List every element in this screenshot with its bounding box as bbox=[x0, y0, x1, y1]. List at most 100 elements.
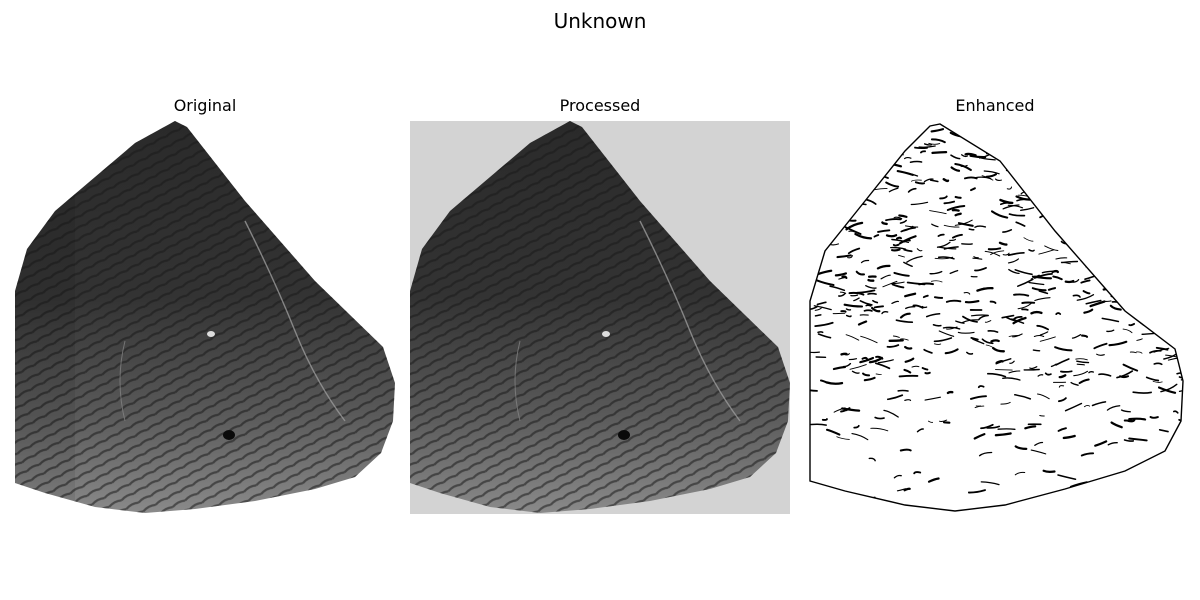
edge-stroke bbox=[930, 138, 946, 144]
edge-stroke bbox=[1122, 328, 1133, 334]
edge-stroke bbox=[1038, 249, 1055, 255]
edge-stroke bbox=[1030, 449, 1047, 455]
edge-stroke bbox=[874, 416, 885, 420]
edge-stroke bbox=[810, 351, 820, 354]
edge-stroke bbox=[966, 351, 974, 355]
edge-stroke bbox=[891, 300, 900, 305]
edge-stroke bbox=[998, 241, 1008, 246]
edge-stroke bbox=[1110, 421, 1123, 429]
edge-stroke bbox=[814, 307, 822, 311]
edge-stroke bbox=[868, 457, 876, 462]
edge-stroke bbox=[863, 376, 876, 382]
edge-stroke bbox=[930, 128, 945, 133]
edge-stroke bbox=[978, 153, 991, 159]
edge-stroke bbox=[1058, 374, 1067, 379]
edge-stroke bbox=[898, 374, 919, 378]
edge-stroke bbox=[859, 300, 873, 306]
edge-stroke bbox=[1072, 294, 1081, 298]
edge-stroke bbox=[923, 348, 933, 354]
edge-stroke bbox=[974, 225, 987, 228]
edge-stroke bbox=[994, 432, 1012, 437]
edge-stroke bbox=[860, 259, 870, 264]
edge-stroke bbox=[1044, 372, 1052, 376]
edge-stroke bbox=[972, 338, 985, 345]
edge-stroke bbox=[1014, 394, 1032, 400]
edge-stroke bbox=[873, 234, 880, 238]
edge-stroke bbox=[1014, 471, 1026, 476]
edge-stroke bbox=[942, 326, 961, 330]
edge-stroke bbox=[870, 427, 889, 432]
edge-stroke bbox=[891, 248, 901, 252]
edge-stroke bbox=[834, 272, 848, 277]
edge-stroke bbox=[1038, 290, 1049, 295]
edge-stroke bbox=[1028, 281, 1045, 286]
edge-stroke bbox=[980, 481, 1000, 486]
edge-stroke bbox=[990, 250, 1005, 256]
edge-stroke bbox=[950, 154, 961, 160]
edge-stroke bbox=[1145, 376, 1160, 382]
edge-stroke bbox=[1178, 388, 1183, 393]
edge-stroke bbox=[1098, 373, 1112, 377]
edge-stroke bbox=[873, 187, 888, 191]
edge-stroke bbox=[969, 395, 987, 400]
edge-stroke bbox=[850, 294, 859, 297]
edge-stroke bbox=[860, 335, 878, 344]
edge-stroke bbox=[903, 368, 912, 374]
edge-stroke bbox=[1076, 363, 1085, 366]
edge-stroke bbox=[1176, 372, 1183, 375]
edge-stroke bbox=[904, 345, 913, 350]
edge-stroke bbox=[1013, 293, 1030, 297]
edge-stroke bbox=[1034, 441, 1044, 446]
edge-stroke bbox=[1007, 251, 1025, 257]
edge-stroke bbox=[810, 305, 819, 311]
edge-stroke bbox=[1158, 428, 1169, 433]
edge-stroke bbox=[816, 301, 827, 306]
surface-shape bbox=[15, 121, 395, 513]
panel-title-original: Original bbox=[173, 96, 237, 115]
edge-stroke bbox=[877, 229, 891, 233]
edge-stroke bbox=[876, 264, 891, 270]
edge-stroke bbox=[961, 319, 980, 324]
edge-stroke bbox=[937, 256, 955, 260]
edge-stroke bbox=[1106, 329, 1115, 333]
edge-stroke bbox=[1052, 275, 1063, 281]
edge-stroke bbox=[1017, 303, 1032, 310]
edge-stroke bbox=[1078, 378, 1090, 385]
edge-stroke bbox=[924, 396, 941, 401]
edge-stroke bbox=[1128, 322, 1136, 327]
edge-stroke bbox=[863, 309, 873, 312]
edge-stroke bbox=[1033, 335, 1045, 337]
edge-stroke bbox=[1009, 360, 1015, 364]
edge-stroke bbox=[946, 205, 966, 211]
edge-stroke bbox=[985, 344, 996, 350]
edge-stroke bbox=[1070, 381, 1079, 386]
edge-stroke bbox=[1008, 370, 1021, 374]
edge-stroke bbox=[942, 178, 950, 183]
edge-stroke bbox=[844, 353, 850, 356]
edge-stroke bbox=[891, 238, 910, 244]
edge-stroke bbox=[851, 433, 869, 441]
edge-stroke bbox=[943, 200, 956, 205]
edge-stroke bbox=[1057, 397, 1067, 403]
edge-stroke bbox=[960, 164, 968, 168]
edge-stroke bbox=[815, 279, 835, 287]
edge-stroke bbox=[903, 239, 911, 243]
edge-stroke bbox=[924, 371, 931, 375]
edge-stroke bbox=[833, 407, 846, 413]
edge-stroke bbox=[1122, 363, 1139, 372]
edge-stroke bbox=[814, 314, 822, 317]
edge-stroke bbox=[840, 310, 847, 313]
edge-stroke bbox=[867, 292, 877, 295]
edge-stroke bbox=[995, 359, 1004, 364]
edge-stroke bbox=[990, 339, 1000, 343]
edge-stroke bbox=[893, 271, 910, 277]
edge-stroke bbox=[914, 181, 925, 185]
edge-stroke bbox=[847, 247, 861, 255]
edge-stroke bbox=[829, 243, 840, 246]
edge-stroke bbox=[849, 364, 867, 370]
edge-stroke bbox=[892, 243, 900, 247]
edge-stroke bbox=[980, 423, 994, 430]
edge-stroke bbox=[1012, 316, 1027, 325]
edge-stroke bbox=[867, 278, 875, 282]
edge-stroke bbox=[944, 348, 959, 355]
